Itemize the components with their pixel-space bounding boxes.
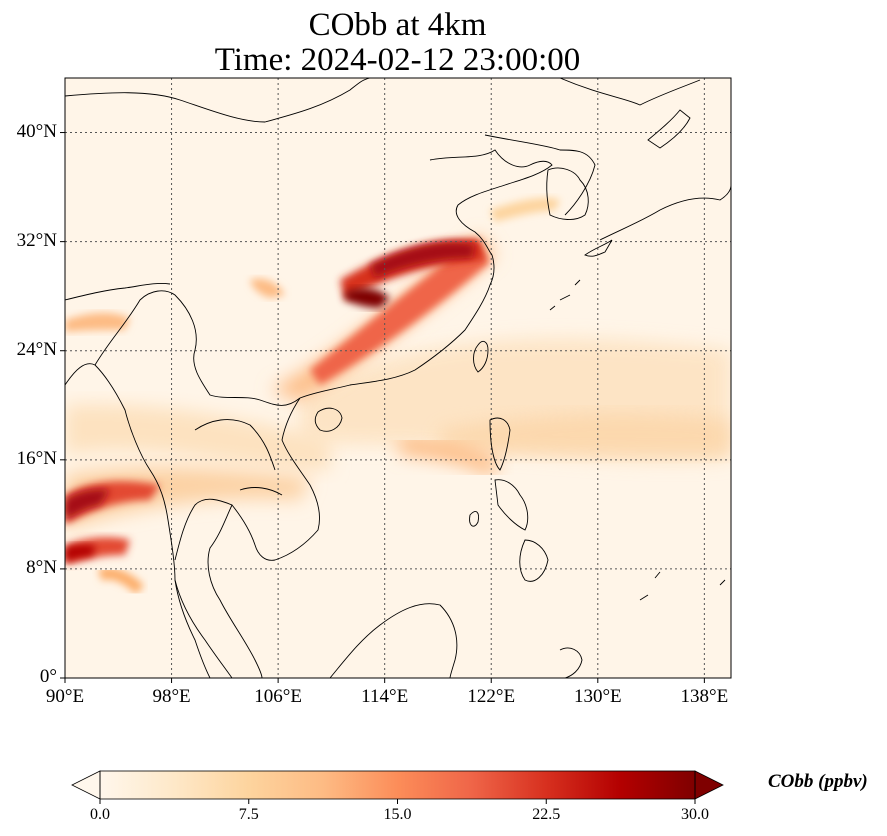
map-frame: [64, 77, 732, 679]
map-subtitle: Time: 2024-02-12 23:00:00: [214, 42, 581, 78]
gridlines: [65, 78, 731, 678]
colorbar-tick-label: 30.0: [681, 806, 709, 823]
colorbar-tick-label: 7.5: [238, 806, 259, 823]
concentration-field: [65, 198, 731, 595]
colorbar-tick-label: 15.0: [383, 806, 412, 823]
colorbar-tick-label: 22.5: [532, 806, 561, 823]
coastlines: [65, 78, 731, 678]
x-tick-label: 122°E: [467, 686, 516, 707]
x-tick-label: 98°E: [152, 686, 191, 707]
colorbar-min-extend: [71, 770, 101, 800]
colorbar: [71, 770, 724, 804]
x-tick-label: 106°E: [254, 686, 302, 707]
y-tick-label: 24°N: [16, 338, 57, 360]
colorbar-gradient: [100, 771, 695, 799]
x-tick-label: 114°E: [361, 686, 409, 707]
y-tick-label: 0°: [39, 666, 57, 687]
y-tick-label: 40°N: [16, 120, 57, 142]
colorbar-max-extend: [694, 770, 724, 800]
axis-tick-marks: [60, 132, 705, 683]
map-panel: [65, 78, 731, 678]
colorbar-tick-label: 0.0: [90, 806, 110, 823]
x-tick-label: 138°E: [680, 686, 729, 707]
colorbar-label: CObb (ppbv): [768, 771, 868, 792]
x-tick-label: 130°E: [573, 686, 622, 707]
y-tick-label: 16°N: [16, 447, 57, 469]
y-tick-label: 32°N: [16, 229, 57, 251]
x-tick-label: 90°E: [45, 686, 85, 707]
map-title: CObb at 4km: [308, 7, 487, 43]
y-tick-label: 8°N: [26, 556, 57, 578]
